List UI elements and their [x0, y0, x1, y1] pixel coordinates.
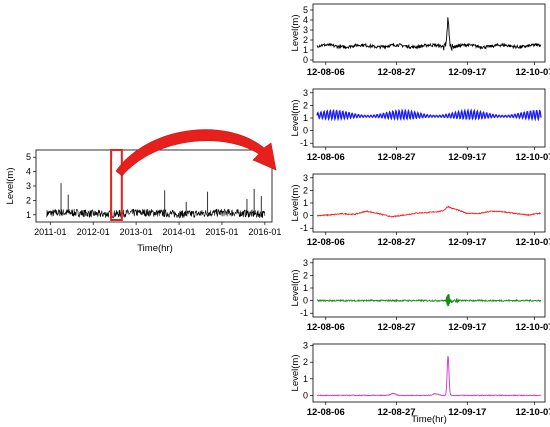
panel-ytick-label: 2: [303, 185, 308, 195]
panel-ytick-label: 2: [303, 357, 308, 367]
panel-frame: [312, 343, 546, 403]
panel-xtick-label: 12-08-27: [378, 152, 416, 163]
panel-xtick-label: 12-08-27: [378, 237, 416, 248]
panel-xtick-label: 12-09-17: [448, 67, 486, 78]
panel-xtick-label: 12-09-17: [448, 237, 486, 248]
overview-chart: 1 2 3 4 5 2011-01 2012-01 2013-01 2014-01 2015-0…: [5, 149, 281, 254]
overview-ytick-label: 1: [26, 210, 31, 220]
panel-ytick-label: 0: [303, 55, 308, 65]
panel-frame: [312, 3, 546, 63]
panel-xtick-label: 12-08-27: [378, 407, 416, 418]
panel-y-axis-label: Level(m): [290, 270, 301, 307]
panel-ytick-label: 1: [303, 283, 308, 293]
panel-y-axis-label: Level(m): [290, 185, 301, 222]
panel-3: -1 0 1 2 3 12-08-06 12-08-27 12-09-17 12-10-07 Le…: [290, 173, 550, 248]
panel-ytick-label: 0: [303, 390, 308, 400]
zoom-arrow: [115, 129, 277, 177]
panel-ytick-label: 3: [303, 258, 308, 268]
panel-y-axis-label: Level(m): [290, 100, 301, 137]
panel-xtick-label: 12-09-17: [448, 407, 486, 418]
highlight-box: [110, 149, 123, 221]
overview-xtick-label: 2014-01: [163, 227, 196, 237]
overview-xtick-label: 2012-01: [77, 227, 110, 237]
panel-series-line: [316, 17, 542, 52]
panel-2: -1 0 1 2 3 12-08-06 12-08-27 12-09-17 12-10-07 Le…: [290, 88, 550, 163]
panel-ytick-label: -1: [300, 138, 308, 148]
overview-ytick-label: 4: [26, 167, 31, 177]
panel-ytick-label: -1: [300, 223, 308, 233]
panel-frame: [312, 258, 546, 318]
panel-ytick-label: 4: [303, 15, 308, 25]
overview-xtick-label: 2016-01: [248, 227, 281, 237]
panel-ytick-label: 1: [303, 374, 308, 384]
panel-xtick-label: 12-10-07: [516, 322, 550, 333]
panel-ytick-label: 0: [303, 211, 308, 221]
overview-xtick-label: 2015-01: [205, 227, 238, 237]
overview-xtick-label: 2011-01: [34, 227, 66, 237]
panel-y-axis-label: Level(m): [290, 15, 301, 52]
panel-ytick-label: 2: [303, 270, 308, 280]
overview-xticks: 2011-01 2012-01 2013-01 2014-01 2015-01 2016-…: [34, 222, 281, 237]
panel-xtick-label: 12-08-06: [307, 152, 345, 163]
panel-xtick-label: 12-10-07: [516, 152, 550, 163]
panel-xtick-label: 12-08-27: [378, 67, 416, 78]
panel-ytick-label: 3: [303, 341, 308, 351]
panel-xtick-label: 12-10-07: [516, 407, 550, 418]
zoom-arrow-body: [115, 129, 277, 177]
panel-xtick-label: 12-09-17: [448, 152, 486, 163]
overview-ytick-label: 2: [26, 195, 31, 205]
panel-y-axis-label: Level(m): [290, 355, 301, 392]
overview-x-axis-label: Time(hr): [137, 243, 173, 254]
panel-ytick-label: 2: [303, 35, 308, 45]
overview-plot: [46, 158, 266, 219]
overview-y-axis-label: Level(m): [5, 168, 16, 205]
panel-5: 0 1 2 3 12-08-06 12-08-27 12-09-17 12-10-07 Leve…: [290, 341, 550, 418]
panel-xtick-label: 12-08-06: [307, 407, 345, 418]
panel-ytick-label: -1: [300, 308, 308, 318]
panel-ytick-label: 0: [303, 126, 308, 136]
panel-series-line: [316, 356, 542, 397]
panel-ytick-label: 3: [303, 25, 308, 35]
panel-ytick-label: 5: [303, 5, 308, 15]
panel-xtick-label: 12-08-06: [307, 67, 345, 78]
panel-ytick-label: 3: [303, 88, 308, 98]
panel-series-line: [316, 294, 542, 307]
panel-ytick-label: 2: [303, 100, 308, 110]
panel-ytick-label: 3: [303, 173, 308, 183]
panel-xtick-label: 12-08-27: [378, 322, 416, 333]
panel-xtick-label: 12-08-06: [307, 322, 345, 333]
panel-xtick-label: 12-10-07: [516, 237, 550, 248]
panel-ytick-label: 1: [303, 45, 308, 55]
overview-xtick-label: 2013-01: [120, 227, 153, 237]
overview-ytick-label: 5: [26, 152, 31, 162]
panel-frame: [312, 173, 546, 233]
panel-4: -1 0 1 2 3 12-08-06 12-08-27 12-09-17 12-10-07 Le…: [290, 258, 550, 333]
panel-ytick-label: 1: [303, 113, 308, 123]
overview-series-line: [46, 208, 266, 219]
panel-series-line: [316, 108, 542, 122]
overview-ytick-label: 3: [26, 181, 31, 191]
panel-series-line: [316, 205, 542, 218]
right-x-axis-label: Time(hr): [411, 414, 447, 425]
panel-xtick-label: 12-08-06: [307, 237, 345, 248]
panel-xtick-label: 12-10-07: [516, 67, 550, 78]
panel-ytick-label: 1: [303, 198, 308, 208]
overview-yticks: 1 2 3 4 5: [26, 152, 36, 220]
panel-ytick-label: 0: [303, 296, 308, 306]
panel-xtick-label: 12-09-17: [448, 322, 486, 333]
